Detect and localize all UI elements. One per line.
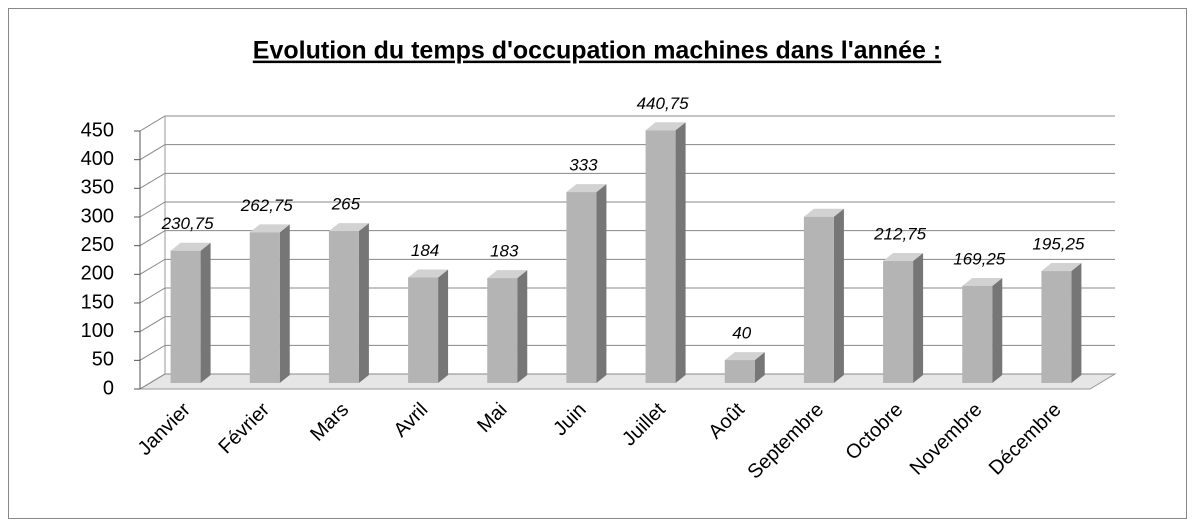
y-tick-label: 400 xyxy=(81,148,114,170)
bar xyxy=(566,192,597,383)
grid-line xyxy=(139,172,1115,189)
bar-side xyxy=(358,223,369,383)
bar xyxy=(408,277,439,383)
bar-side xyxy=(675,122,686,383)
value-label: 212,75 xyxy=(873,225,927,244)
y-tick-label: 50 xyxy=(92,349,114,371)
bar-top xyxy=(408,269,449,278)
bar-side xyxy=(913,253,924,383)
y-tick-label: 450 xyxy=(81,119,114,141)
y-tick-label: 100 xyxy=(81,320,114,342)
value-label: 230,75 xyxy=(161,214,215,233)
bar xyxy=(803,216,834,383)
bar xyxy=(645,130,676,383)
chart-title: Evolution du temps d'occupation machines… xyxy=(253,37,941,65)
bar-side xyxy=(438,269,449,383)
bar xyxy=(249,232,280,383)
bar-top xyxy=(883,253,924,262)
bar-side xyxy=(992,277,1003,383)
bar xyxy=(1041,271,1072,383)
grid-line xyxy=(139,230,1115,247)
bar-side xyxy=(833,208,844,383)
value-label: 333 xyxy=(569,156,598,175)
bar xyxy=(962,285,993,383)
bar-side xyxy=(1071,263,1082,383)
value-label: 262,75 xyxy=(240,196,294,215)
grid-line xyxy=(139,144,1115,161)
bar xyxy=(883,261,914,383)
value-label: 440,75 xyxy=(637,94,690,113)
bar-side xyxy=(200,242,211,383)
y-tick-label: 250 xyxy=(81,234,114,256)
y-tick-label: 150 xyxy=(81,291,114,313)
bar-top xyxy=(962,277,1003,286)
bar-top xyxy=(645,122,686,131)
bar-side xyxy=(279,224,290,383)
bar xyxy=(170,250,201,383)
bar-side xyxy=(754,352,765,383)
bar-top xyxy=(487,270,528,279)
bar-top xyxy=(724,352,765,361)
bar-top xyxy=(803,208,844,217)
grid-line xyxy=(139,201,1115,218)
bar-top xyxy=(566,184,607,193)
grid-line xyxy=(139,287,1115,304)
bar-top xyxy=(249,224,290,233)
bar xyxy=(328,231,359,383)
grid-line xyxy=(139,258,1115,275)
bar xyxy=(487,278,518,383)
y-tick-label: 350 xyxy=(81,177,114,199)
value-label: 169,25 xyxy=(953,249,1006,268)
y-tick-label: 0 xyxy=(103,377,114,399)
bar-top xyxy=(328,223,369,232)
grid-line xyxy=(139,115,1115,132)
value-label: 183 xyxy=(490,242,519,261)
grid-line xyxy=(139,373,1115,390)
value-label: 40 xyxy=(732,324,751,343)
bar-side xyxy=(517,270,528,383)
value-label: 265 xyxy=(331,195,361,214)
bar xyxy=(724,360,755,383)
value-label: 195,25 xyxy=(1032,235,1085,254)
bar-top xyxy=(170,242,211,251)
y-tick-label: 200 xyxy=(81,263,114,285)
grid-line xyxy=(139,344,1115,361)
bar-top xyxy=(1041,263,1082,272)
grid-line xyxy=(139,316,1115,333)
value-label: 184 xyxy=(411,241,439,260)
y-tick-label: 300 xyxy=(81,205,114,227)
bar-side xyxy=(596,184,607,383)
